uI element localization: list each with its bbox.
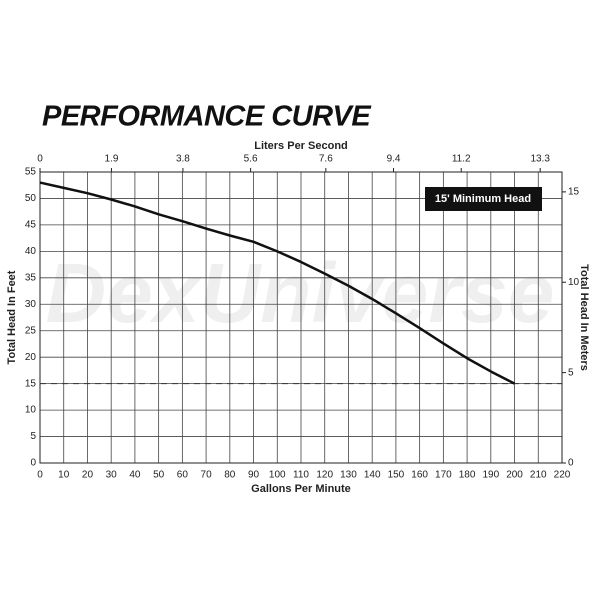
y-tick-label: 25	[25, 325, 37, 336]
x-tick-label: 190	[482, 470, 499, 481]
y-tick-label: 35	[25, 272, 37, 283]
y-tick-label: 45	[25, 220, 37, 231]
y-tick-label: 55	[25, 167, 37, 178]
x-tick-label: 90	[248, 470, 260, 481]
y2-axis-label: Total Head In Meters	[578, 264, 590, 371]
y-axis-label: Total Head In Feet	[6, 270, 18, 364]
annotation: 15' Minimum Head	[435, 193, 531, 205]
x-tick-label: 80	[224, 470, 236, 481]
x2-tick-label: 7.6	[319, 154, 333, 165]
x2-tick-label: 3.8	[176, 154, 190, 165]
plot-frame	[39, 171, 563, 464]
x-tick-label: 50	[153, 470, 165, 481]
x-tick-label: 30	[106, 470, 118, 481]
y2-tick-label: 10	[568, 277, 580, 288]
x-tick-label: 140	[364, 470, 381, 481]
y-tick-label: 20	[25, 352, 37, 363]
y-tick-label: 5	[30, 431, 36, 442]
y-tick-label: 0	[30, 458, 36, 469]
x-tick-label: 60	[177, 470, 189, 481]
performance-curve	[39, 181, 516, 385]
x-tick-label: 160	[411, 470, 428, 481]
x-tick-label: 70	[201, 470, 213, 481]
x-tick-label: 220	[554, 470, 571, 481]
x2-tick-label: 11.2	[452, 154, 471, 165]
y2-tick-label: 5	[568, 367, 574, 378]
x-tick-label: 120	[316, 470, 333, 481]
x-axis-label: Gallons Per Minute	[251, 483, 351, 495]
chart-title: PERFORMANCE CURVE	[42, 101, 372, 133]
x2-tick-label: 1.9	[105, 154, 119, 165]
x-tick-label: 110	[293, 470, 309, 481]
x-tick-label: 170	[435, 470, 452, 481]
x-tick-label: 10	[58, 470, 70, 481]
y-tick-label: 40	[25, 246, 37, 257]
x-tick-label: 200	[506, 470, 523, 481]
y-tick-label: 30	[25, 299, 37, 310]
x-tick-label: 0	[37, 470, 43, 481]
x-tick-label: 150	[388, 470, 405, 481]
x-tick-label: 180	[459, 470, 476, 481]
x-tick-label: 100	[269, 470, 286, 481]
x2-tick-label: 9.4	[387, 154, 401, 165]
y-tick-label: 10	[25, 405, 37, 416]
x-tick-label: 130	[340, 470, 357, 481]
x2-tick-label: 13.3	[530, 154, 550, 165]
annotation-box	[425, 187, 542, 211]
y2-tick-label: 0	[568, 458, 574, 469]
x-tick-label: 20	[82, 470, 94, 481]
x2-tick-label: 0	[37, 154, 43, 165]
x2-tick-label: 5.6	[244, 154, 258, 165]
y-tick-label: 15	[25, 378, 37, 389]
y2-tick-label: 15	[568, 187, 580, 198]
x2-axis-label: Liters Per Second	[254, 140, 348, 152]
x-tick-label: 210	[530, 470, 547, 481]
y-tick-label: 50	[25, 193, 37, 204]
x-tick-label: 40	[129, 470, 141, 481]
